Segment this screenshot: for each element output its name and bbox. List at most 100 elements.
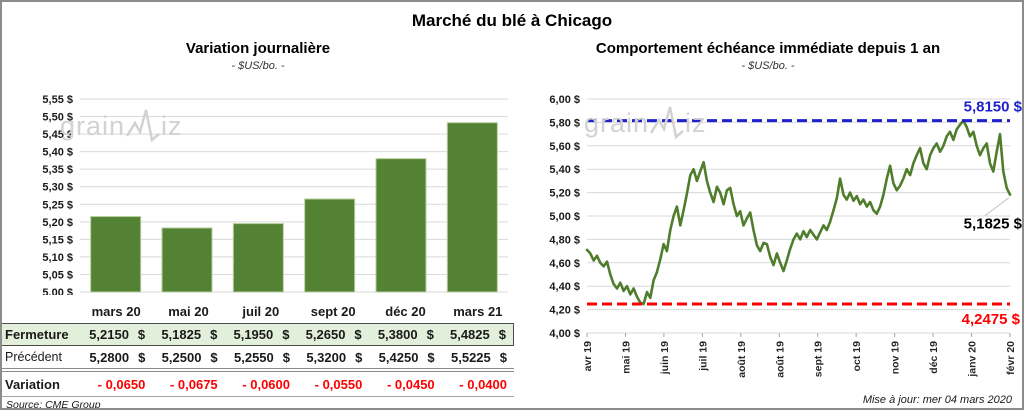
x-tick-label: mai 19: [620, 341, 632, 374]
x-tick-label: nov 19: [890, 341, 902, 374]
cell-number: - 0,0400: [459, 376, 507, 392]
y-tick-label: 5,05 $: [42, 269, 73, 281]
cell-number: 5,3200: [306, 349, 347, 365]
table-cell: 5,2550 $: [225, 350, 297, 365]
cell-number: 5,4250: [378, 349, 419, 365]
y-tick-label: 5,45 $: [42, 129, 73, 141]
source-note: Source: CME Group: [6, 399, 101, 410]
x-tick-label: août 19: [774, 341, 786, 378]
y-tick-label: 5,80 $: [549, 117, 580, 129]
cell-number: 5,1950: [233, 327, 274, 342]
cell-currency: $: [498, 327, 506, 342]
max-value-label: 5,8150 $: [964, 99, 1022, 116]
cell-number: 5,2550: [234, 349, 274, 365]
cell-number: 5,4825: [449, 327, 490, 342]
table-cell: 5,4250 $: [369, 350, 441, 365]
y-tick-label: 5,60 $: [549, 141, 580, 153]
bar-chart-subtitle: - $US/bo. -: [231, 60, 285, 72]
y-tick-label: 4,20 $: [549, 305, 580, 317]
table-row-variation: Variation - 0,0650 - 0,0675 - 0,0600 - 0,055…: [2, 372, 514, 397]
x-tick-label: avr 19: [582, 341, 594, 372]
x-tick-label: sept 19: [813, 341, 825, 377]
y-tick-label: 5,25 $: [42, 199, 73, 211]
y-tick-label: 5,30 $: [42, 182, 73, 194]
cell-currency: $: [210, 349, 218, 365]
line-chart-title: Comportement échéance immédiate depuis 1…: [595, 40, 941, 57]
bar-mars 21: [446, 122, 498, 293]
cell-currency: $: [426, 327, 434, 342]
cell-number: 5,3800: [377, 327, 418, 342]
table-cell: 5,1950 $: [224, 327, 296, 342]
daily-variation-panel: Variation journalière - $US/bo. - 5,00 $…: [2, 40, 514, 410]
table-cell: - 0,0600: [225, 377, 297, 392]
y-tick-label: 5,00 $: [42, 287, 73, 295]
cell-number: - 0,0450: [386, 376, 435, 392]
table-col-header: sept 20: [310, 304, 356, 319]
y-tick-label: 6,00 $: [549, 94, 580, 106]
cell-number: 5,2650: [305, 327, 346, 342]
bar-juil 20: [232, 223, 284, 293]
cell-currency: $: [355, 349, 363, 365]
table-cell: - 0,0450: [369, 377, 441, 392]
cell-number: - 0,0675: [169, 376, 218, 392]
cell-currency: $: [137, 327, 146, 342]
cell-number: - 0,0600: [242, 376, 290, 392]
line-chart-svg: 4,00 $ 4,20 $ 4,40 $ 4,60 $ 4,80 $ 5,00 $ 5,20…: [549, 94, 1022, 378]
y-tick-label: 5,35 $: [42, 164, 73, 176]
bar-chart-title: Variation journalière: [185, 40, 331, 57]
line-chart-subtitle: - $US/bo. -: [741, 60, 795, 72]
bar-mars 20: [90, 216, 142, 293]
front-month-panel: Comportement échéance immédiate depuis 1…: [514, 40, 1022, 408]
table-header-row: mars 20 mai 20 juil 20 sept 20 déc 20 mars 21: [2, 300, 514, 323]
line-chart-area: 4,00 $ 4,20 $ 4,40 $ 4,60 $ 4,80 $ 5,00 $ 5,20…: [514, 75, 1022, 386]
row-label: Précédent: [5, 350, 62, 364]
y-tick-label: 4,60 $: [549, 258, 580, 270]
cell-number: 5,2150: [89, 327, 129, 342]
cell-currency: $: [210, 327, 218, 342]
cell-number: 5,2500: [161, 349, 202, 365]
x-tick-label: juin 19: [659, 341, 671, 375]
table-cell: 5,1825 $: [152, 327, 224, 342]
cell-currency: $: [282, 349, 290, 365]
cell-number: 5,2800: [89, 349, 130, 365]
x-tick-label: déc 19: [928, 341, 940, 374]
bar-sept 20: [304, 198, 356, 293]
x-tick-label: juil 19: [697, 341, 709, 372]
leader-line: [984, 197, 1010, 217]
y-tick-label: 5,20 $: [549, 188, 580, 200]
table-cell: 5,2800 $: [80, 350, 152, 365]
cell-currency: $: [354, 327, 362, 342]
bar-chart-area: 5,00 $ 5,05 $ 5,10 $ 5,15 $ 5,20 $ 5,25 $ 5,30…: [2, 75, 514, 300]
bar-chart-svg: 5,00 $ 5,05 $ 5,10 $ 5,15 $ 5,20 $ 5,25 $ 5,30…: [42, 94, 508, 299]
table-col-header: déc 20: [385, 304, 426, 319]
row-label: Fermeture: [5, 327, 69, 342]
y-tick-label: 5,20 $: [42, 217, 73, 229]
cell-currency: $: [282, 327, 290, 342]
y-tick-label: 4,00 $: [549, 328, 580, 340]
table-cell: - 0,0675: [152, 377, 224, 392]
table-cell: - 0,0650: [80, 377, 152, 392]
table-col-header: mars 21: [453, 304, 503, 319]
x-tick-label: oct 19: [851, 341, 863, 372]
x-tick-label: janv 20: [967, 341, 979, 378]
table-row-precedent: Précédent 5,2800 $5,2500 $5,2550 $5,3200 $5,4…: [2, 346, 514, 372]
bar-déc 20: [375, 158, 427, 293]
page-title: Marché du blé à Chicago: [411, 11, 613, 30]
price-line: [585, 119, 1012, 306]
y-tick-label: 5,40 $: [42, 147, 73, 159]
cell-currency: $: [427, 349, 435, 365]
table-cell: 5,3800 $: [369, 327, 441, 342]
table-cell: 5,5225 $: [442, 350, 514, 365]
y-tick-label: 4,40 $: [549, 281, 580, 293]
cell-number: - 0,0650: [97, 376, 146, 392]
table-cell: 5,2500 $: [152, 350, 224, 365]
min-value-label: 4,2475 $: [962, 311, 1021, 328]
cell-currency: $: [499, 349, 507, 365]
y-tick-label: 5,15 $: [42, 234, 73, 246]
bar-mai 20: [161, 227, 213, 293]
price-table: mars 20 mai 20 juil 20 sept 20 déc 20 mars 21…: [2, 300, 514, 397]
table-col-header: mai 20: [168, 304, 209, 319]
table-cell: - 0,0550: [297, 377, 369, 392]
table-cell: 5,2150 $: [80, 327, 152, 342]
